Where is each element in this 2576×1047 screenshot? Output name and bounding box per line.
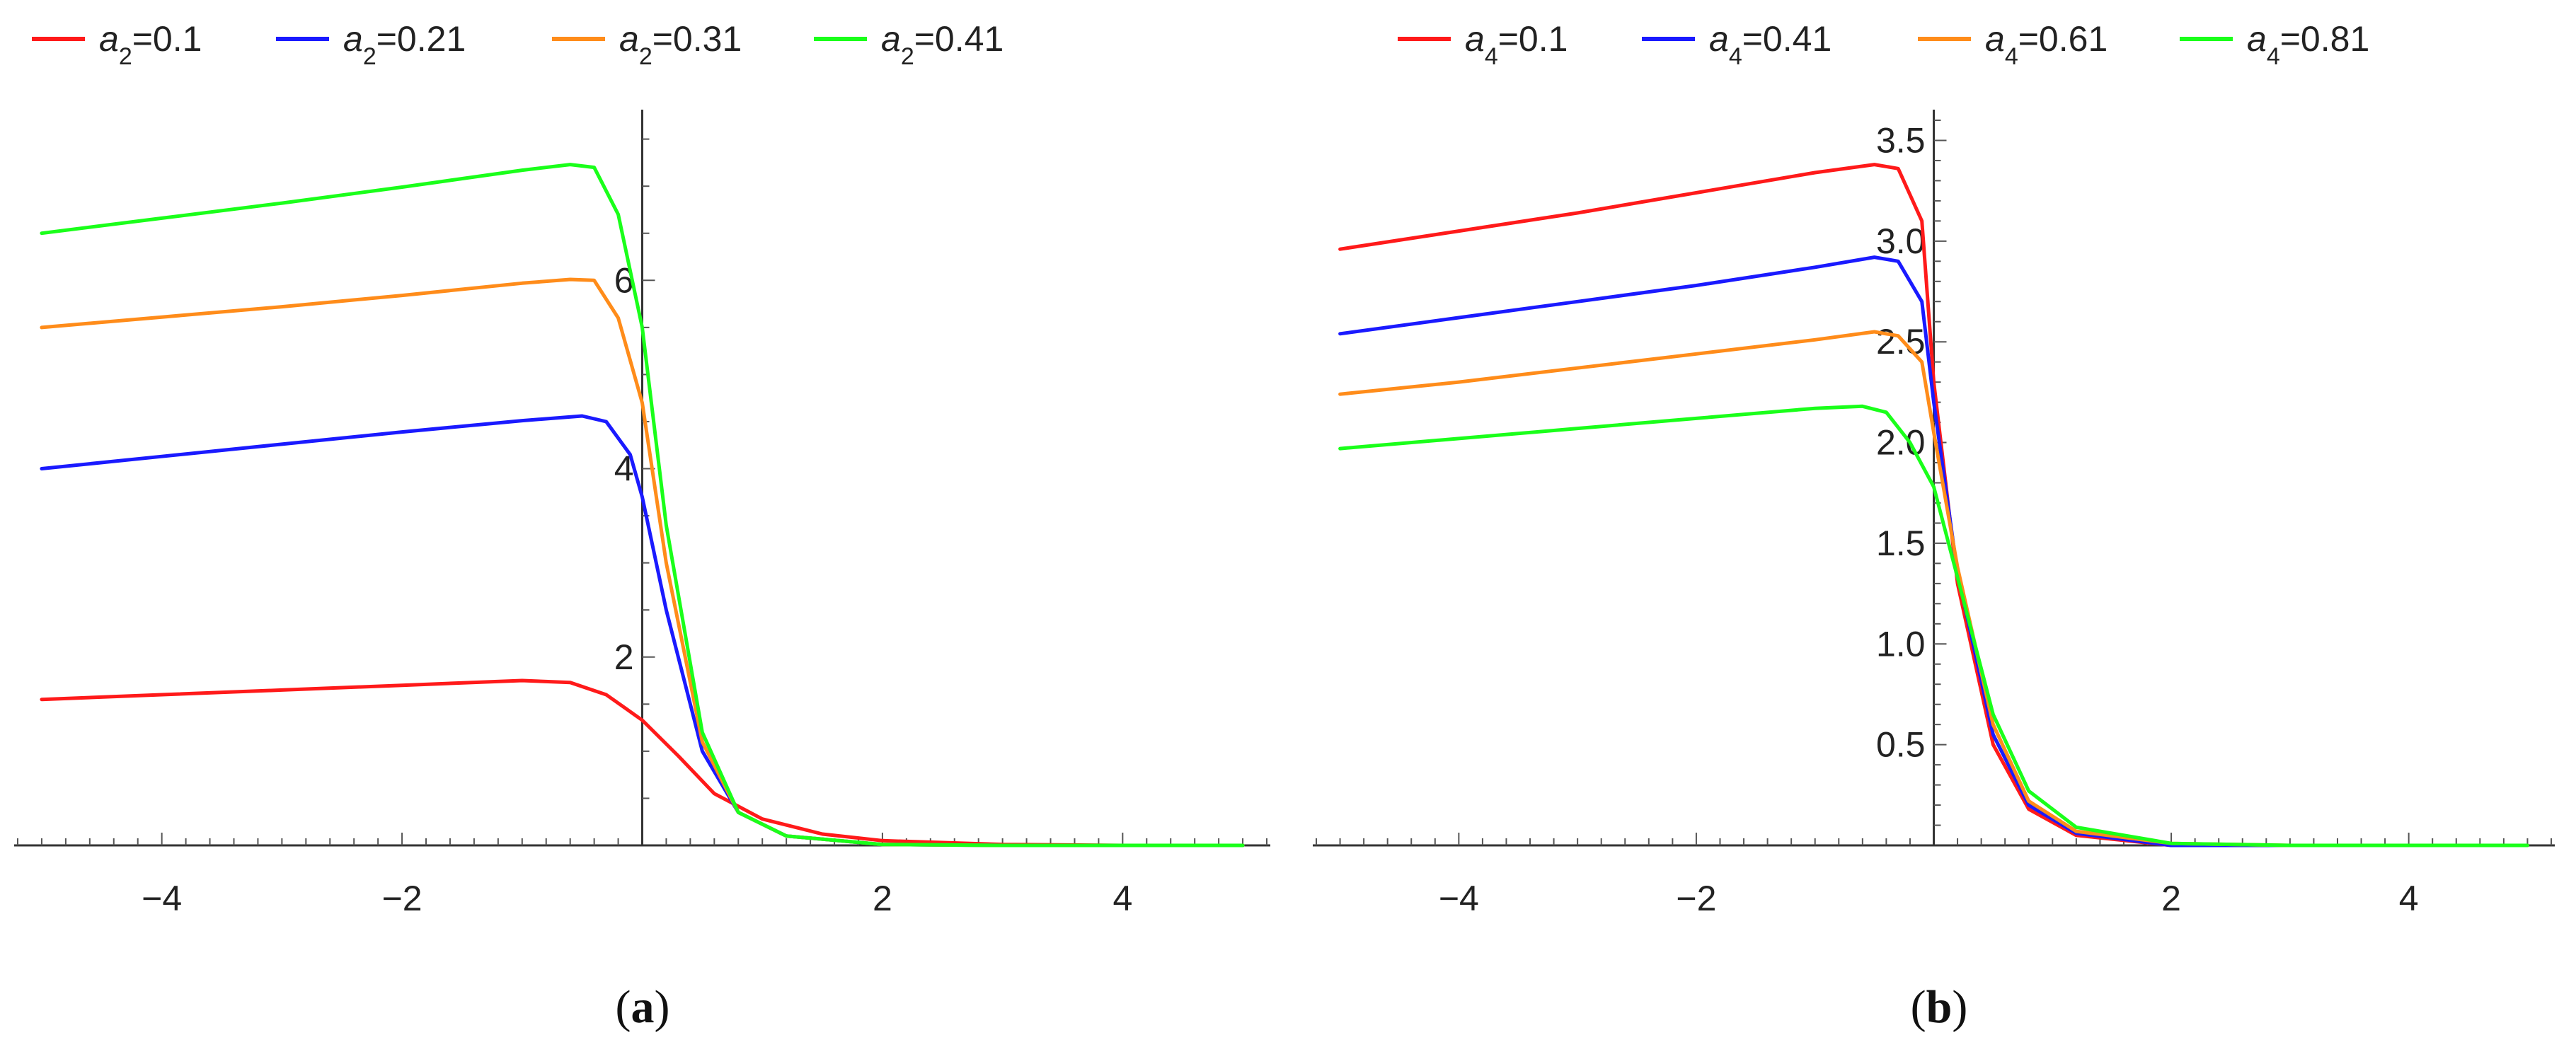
x-tick-label: −4 [142, 879, 182, 918]
y-tick-label: 2 [614, 637, 634, 677]
series-line-a4=0.41 [1338, 255, 2529, 848]
panel-label: (a) [616, 981, 670, 1033]
x-tick-label: 4 [1112, 879, 1132, 918]
legend-label: a4=0.41 [1709, 19, 1832, 70]
y-tick-label: 1.0 [1876, 624, 1926, 664]
legend-label: a2=0.41 [881, 19, 1004, 70]
x-tick-label: −2 [382, 879, 422, 918]
panel-label: (b) [1911, 981, 1968, 1033]
legend-label: a4=0.61 [1985, 19, 2108, 70]
y-tick-label: 0.5 [1876, 725, 1926, 765]
x-tick-label: 2 [2161, 879, 2181, 918]
y-tick-label: 1.5 [1876, 524, 1926, 563]
legend-label: a4=0.81 [2247, 19, 2369, 70]
legend-label: a2=0.1 [99, 19, 202, 70]
x-tick-label: 2 [873, 879, 892, 918]
series-line-a4=0.61 [1338, 330, 2529, 848]
y-tick-label: 3.5 [1876, 120, 1926, 160]
x-tick-label: 4 [2399, 879, 2419, 918]
legend-label: a2=0.31 [619, 19, 742, 70]
chart-panel-b: −4 −2 2 40.51.01.52.02.53.03.5a4=0.1 a4=0.41… [1313, 19, 2555, 1033]
legend-label: a4=0.1 [1465, 19, 1568, 70]
x-tick-label: −4 [1439, 879, 1479, 918]
legend-label: a2=0.21 [343, 19, 466, 70]
x-tick-label: −2 [1676, 879, 1716, 918]
y-tick-label: 3.0 [1876, 221, 1926, 261]
series-line-a2=0.41 [40, 163, 1245, 848]
series-line-a4=0.81 [1338, 404, 2529, 848]
series-line-a2=0.1 [40, 678, 1245, 848]
